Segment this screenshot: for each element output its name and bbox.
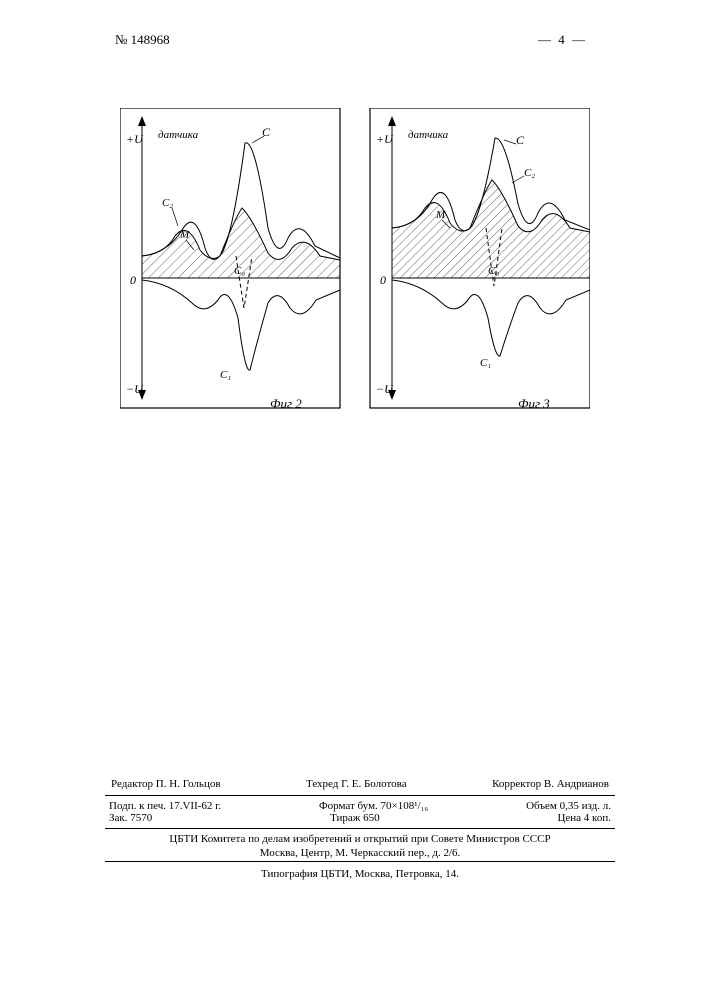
- tech-editor-text: Техред Г. Е. Болотова: [306, 778, 407, 790]
- leader-c-fig2: [252, 136, 264, 143]
- divider-3: [105, 861, 615, 862]
- label-c-fig2: C: [262, 125, 271, 139]
- label-c1-fig3: C₁: [480, 357, 491, 369]
- curve-c1-fig2: [142, 280, 340, 370]
- printer-line: Типография ЦБТИ, Москва, Петровка, 14.: [105, 864, 615, 880]
- circulation-text: Тираж 650: [330, 812, 380, 824]
- page-number: — 4 —: [538, 32, 587, 48]
- figures-svg: +U −U датчика 0 C C₂ M C₀ C₁ Фиг 2: [120, 108, 590, 428]
- arrow-up-fig2: [138, 116, 146, 126]
- curve-c1-fig3: [392, 280, 590, 356]
- label-m-fig3: M: [435, 209, 446, 221]
- page-header: № 148968 — 4 —: [0, 32, 707, 48]
- publisher-line-2: Москва, Центр, М. Черкасский пер., д. 2/…: [105, 845, 615, 859]
- corrector-text: Корректор В. Андрианов: [492, 778, 609, 790]
- label-m-fig2: M: [179, 229, 190, 241]
- signed-date-text: Подп. к печ. 17.VII-62 г.: [109, 800, 221, 812]
- arrow-up-fig3: [388, 116, 396, 126]
- panel-fig3: +U −U датчика 0 C C₂ M C₀ C₁ Фиг 3: [370, 108, 590, 411]
- label-c0-fig2: C₀: [234, 265, 245, 277]
- label-c1-fig2: C₁: [220, 369, 231, 381]
- imprint-row-credits: Редактор П. Н. Гольцов Техред Г. Е. Боло…: [105, 778, 615, 793]
- label-c0-fig3: C₀: [488, 265, 499, 277]
- imprint-row-format: Подп. к печ. 17.VII-62 г. Формат бум. 70…: [105, 798, 615, 812]
- imprint-row-order: Зак. 7570 Тираж 650 Цена 4 коп.: [105, 812, 615, 826]
- divider-1: [105, 795, 615, 796]
- label-c-fig3: C: [516, 133, 525, 147]
- caption-fig3: Фиг 3: [518, 396, 550, 411]
- panel-fig2: +U −U датчика 0 C C₂ M C₀ C₁ Фиг 2: [120, 108, 340, 411]
- label-c2-fig3: C₂: [524, 167, 535, 179]
- order-text: Зак. 7570: [109, 812, 152, 824]
- leader-c2-fig3: [512, 176, 524, 183]
- label-u-plus-fig3: +U: [376, 132, 394, 146]
- editor-text: Редактор П. Н. Гольцов: [111, 778, 221, 790]
- label-o-fig2: 0: [130, 273, 136, 287]
- label-sensor-fig2: датчика: [158, 129, 199, 141]
- label-o-fig3: 0: [380, 273, 386, 287]
- label-u-minus-fig2: −U: [126, 382, 144, 396]
- publisher-line-1: ЦБТИ Комитета по делам изобретений и отк…: [105, 831, 615, 845]
- volume-text: Объем 0,35 изд. л.: [526, 800, 611, 812]
- label-u-plus-fig2: +U: [126, 132, 144, 146]
- imprint-block: Редактор П. Н. Гольцов Техред Г. Е. Боло…: [105, 778, 615, 880]
- figures-block: +U −U датчика 0 C C₂ M C₀ C₁ Фиг 2: [120, 108, 590, 428]
- label-c2-fig2: C₂: [162, 197, 173, 209]
- doc-number: № 148968: [115, 32, 170, 48]
- leader-c-fig3: [504, 140, 516, 144]
- price-text: Цена 4 коп.: [557, 812, 611, 824]
- divider-2: [105, 828, 615, 829]
- caption-fig2: Фиг 2: [270, 396, 302, 411]
- label-sensor-fig3: датчика: [408, 129, 449, 141]
- format-text: Формат бум. 70×108¹/₁₆: [319, 800, 428, 812]
- label-u-minus-fig3: −U: [376, 382, 394, 396]
- page: № 148968 — 4 —: [0, 0, 707, 1000]
- leader-c2-fig2: [172, 208, 178, 226]
